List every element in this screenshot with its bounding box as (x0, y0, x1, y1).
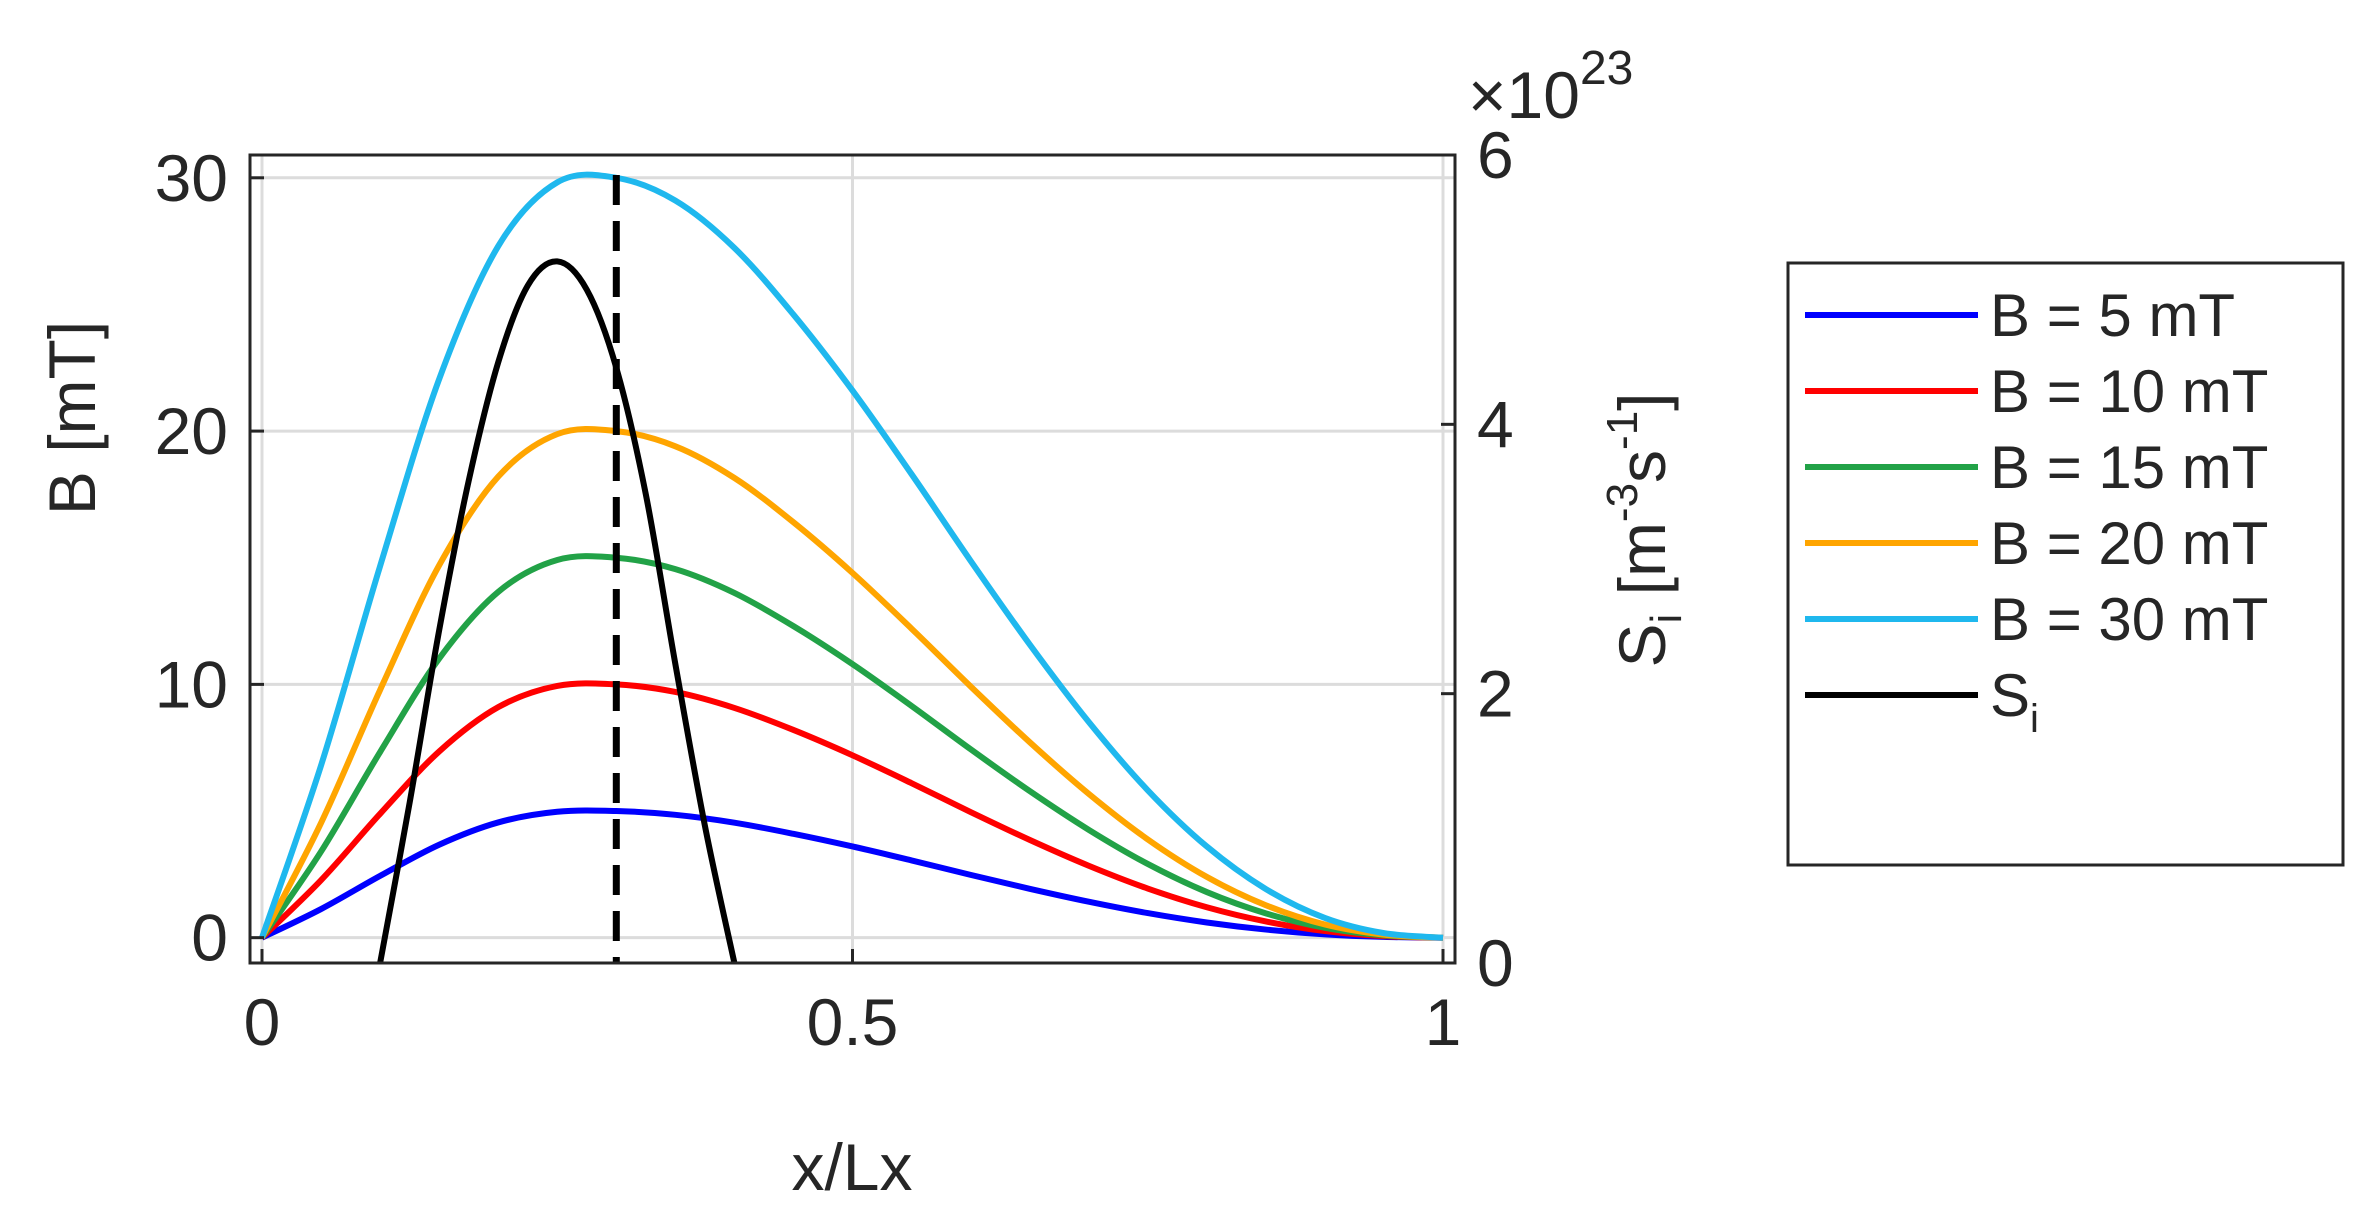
multiplier-prefix: ×10 (1468, 58, 1580, 132)
y-right-label-mid: s (1605, 450, 1679, 483)
y-axis-right-label: Si [m-3s-1] (1598, 392, 1691, 667)
y-right-label-base: S (1605, 624, 1679, 668)
legend-label-subscript: i (2030, 697, 2039, 741)
grid-layer (250, 155, 1455, 963)
y-right-label-exp2: -1 (1598, 411, 1647, 450)
legend-label-text: B = 10 mT (1990, 358, 2268, 425)
y-right-label-sub: i (1642, 614, 1691, 624)
legend-label-text: B = 30 mT (1990, 586, 2268, 653)
legend-label: Si (1990, 662, 2039, 741)
y-left-tick-label: 20 (155, 394, 228, 468)
legend-items: B = 5 mT B = 10 mT B = 15 mT B = 20 mT B = 3… (1805, 282, 2268, 741)
x-tick-label: 1 (1425, 985, 1462, 1059)
y-left-tick-label: 0 (191, 901, 228, 975)
legend-label-text: B = 15 mT (1990, 434, 2268, 501)
series-line-5 (259, 171, 1444, 941)
series-line-2 (259, 680, 1444, 941)
y-right-tick-label: 4 (1477, 387, 1514, 461)
series-layer (259, 171, 1444, 964)
legend-label: B = 10 mT (1990, 358, 2268, 425)
legend-label: B = 15 mT (1990, 434, 2268, 501)
legend: B = 5 mT B = 10 mT B = 15 mT B = 20 mT B = 3… (1786, 261, 2345, 867)
x-axis-label: x/Lx (791, 1130, 912, 1204)
legend-label: B = 30 mT (1990, 586, 2268, 653)
legend-label-text: B = 5 mT (1990, 282, 2235, 349)
x-tick-label: 0.5 (807, 985, 899, 1059)
x-tick-label: 0 (244, 985, 281, 1059)
y-left-tick-label: 10 (155, 647, 228, 721)
series-line-1 (260, 807, 1444, 941)
y-right-label-close: ] (1605, 392, 1679, 410)
legend-label-text: S (1990, 662, 2030, 729)
series-line-4 (259, 425, 1444, 941)
legend-box (1786, 261, 2345, 867)
y-right-tick-label: 2 (1477, 657, 1514, 731)
multiplier-exponent: 23 (1580, 42, 1633, 95)
y-right-tick-label: 0 (1477, 926, 1514, 1000)
legend-label-text: B = 20 mT (1990, 510, 2268, 577)
y-right-label-exp1: -3 (1598, 483, 1647, 522)
legend-label: B = 20 mT (1990, 510, 2268, 577)
series-line-6 (377, 258, 738, 964)
y-right-tick-label: 6 (1477, 118, 1514, 192)
y-right-label-open: [m (1605, 522, 1679, 614)
right-axis-multiplier: ×1023 (1468, 42, 1633, 132)
legend-label: B = 5 mT (1990, 282, 2235, 349)
y-axis-left-label: B [mT] (35, 321, 109, 515)
y-left-tick-label: 30 (155, 141, 228, 215)
